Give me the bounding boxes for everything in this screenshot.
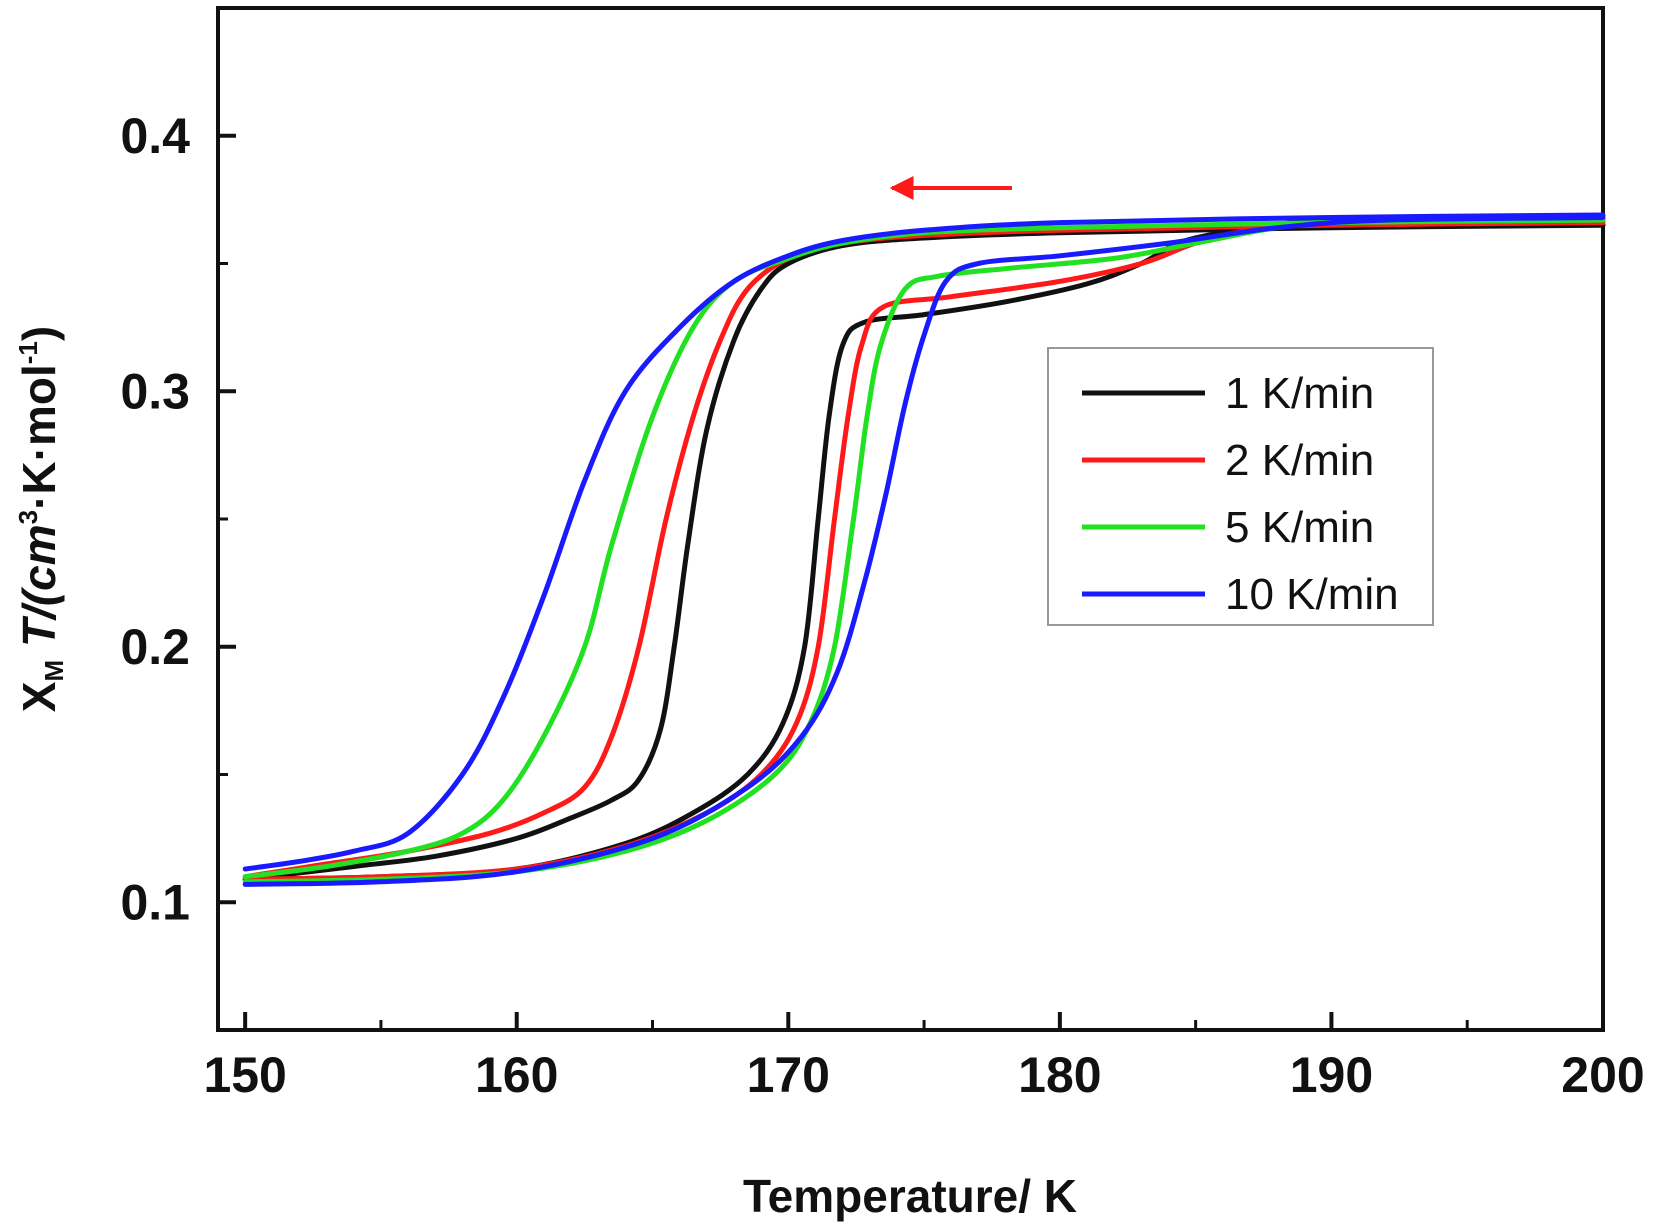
y-tick-label: 0.4: [120, 108, 190, 164]
x-tick-label: 150: [203, 1047, 286, 1103]
x-tick-label: 160: [475, 1047, 558, 1103]
y-tick-label: 0.2: [120, 619, 190, 675]
legend-label: 1 K/min: [1225, 369, 1374, 418]
series-10-k-min-cooling-line: [242, 212, 1606, 872]
y-axis-title: XM T/(cm3·K·mol-1): [13, 326, 69, 712]
series-2-k-min-cooling-line: [242, 220, 1606, 880]
x-axis-title: Temperature/ K: [743, 1170, 1077, 1222]
y-tick-label: 0.1: [120, 874, 190, 930]
x-tick-label: 190: [1290, 1047, 1373, 1103]
x-tick-label: 200: [1561, 1047, 1644, 1103]
legend-label: 5 K/min: [1225, 503, 1374, 552]
x-tick-label: 180: [1018, 1047, 1101, 1103]
y-tick-label: 0.3: [120, 363, 190, 419]
legend-label: 2 K/min: [1225, 436, 1374, 485]
series-10-k-min-heating-line: [242, 215, 1606, 887]
series-5-k-min-cooling-line: [242, 217, 1606, 880]
x-tick-label: 170: [747, 1047, 830, 1103]
series-layer: [242, 212, 1606, 887]
legend-label: 10 K/min: [1225, 570, 1399, 619]
y-axis-ticks: 0.1 0.2 0.3 0.4: [120, 6, 236, 1032]
x-axis-ticks: 150 160 170 180 190 200: [203, 1012, 1645, 1103]
legend: 1 K/min 2 K/min 5 K/min 10 K/min: [1047, 347, 1434, 626]
